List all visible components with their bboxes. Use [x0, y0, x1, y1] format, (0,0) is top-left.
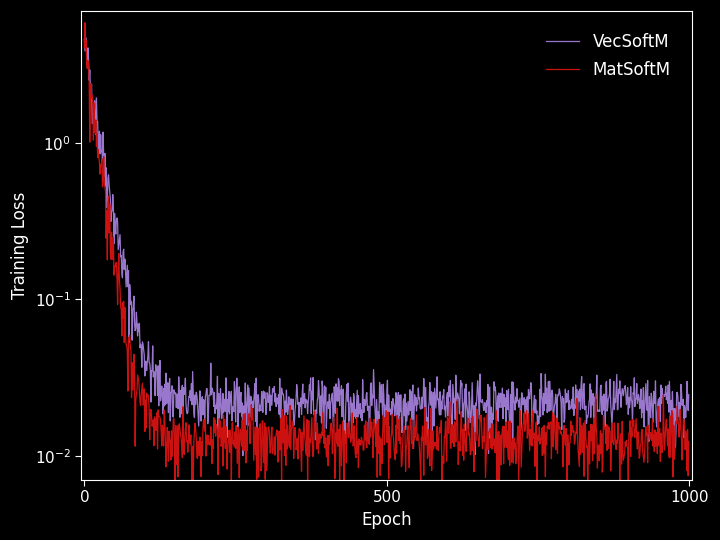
MatSoftM: [685, 438, 693, 445]
Line: MatSoftM: MatSoftM: [84, 23, 689, 480]
MatSoftM: [171, 477, 179, 483]
VecSoftM: [325, 415, 334, 422]
VecSoftM: [552, 420, 561, 427]
VecSoftM: [143, 367, 151, 374]
VecSoftM: [238, 453, 247, 459]
X-axis label: Epoch: Epoch: [361, 511, 412, 529]
MatSoftM: [325, 434, 334, 440]
MatSoftM: [348, 427, 356, 434]
Legend: VecSoftM, MatSoftM: VecSoftM, MatSoftM: [533, 19, 684, 92]
MatSoftM: [143, 390, 151, 396]
VecSoftM: [82, 35, 91, 41]
Y-axis label: Training Loss: Training Loss: [11, 192, 29, 299]
VecSoftM: [80, 36, 89, 42]
VecSoftM: [685, 392, 693, 398]
VecSoftM: [496, 390, 505, 396]
MatSoftM: [496, 432, 505, 438]
Line: VecSoftM: VecSoftM: [84, 38, 689, 456]
MatSoftM: [564, 431, 572, 438]
VecSoftM: [564, 399, 572, 405]
VecSoftM: [348, 435, 356, 442]
MatSoftM: [80, 45, 89, 51]
MatSoftM: [81, 19, 89, 26]
MatSoftM: [552, 415, 561, 421]
